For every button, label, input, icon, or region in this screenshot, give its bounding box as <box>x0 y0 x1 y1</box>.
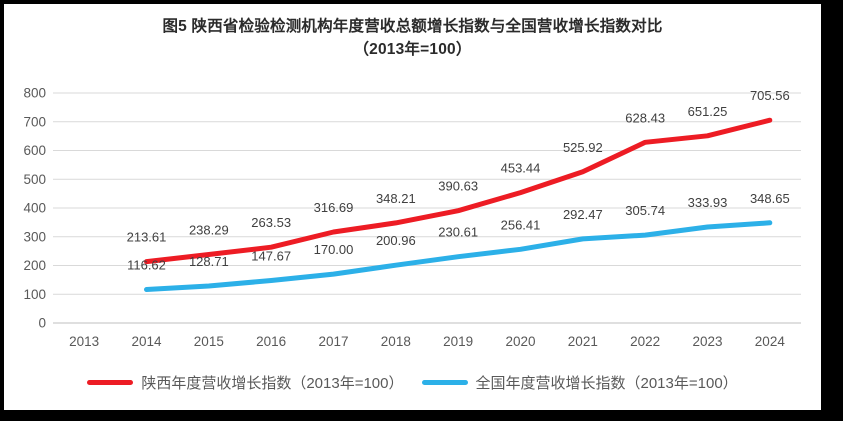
x-tick-label: 2016 <box>256 334 286 349</box>
data-label-national: 116.62 <box>127 257 166 272</box>
data-label-national: 230.61 <box>438 225 478 240</box>
x-tick-label: 2015 <box>194 334 224 349</box>
data-label-national: 292.47 <box>563 207 603 222</box>
x-tick-label: 2022 <box>630 334 660 349</box>
y-tick-label: 500 <box>23 172 46 187</box>
x-tick-label: 2019 <box>443 334 473 349</box>
data-label-national: 200.96 <box>376 233 416 248</box>
data-label-shaanxi: 238.29 <box>189 222 229 237</box>
data-label-shaanxi: 263.53 <box>251 215 291 230</box>
x-tick-label: 2020 <box>505 334 535 349</box>
legend-label-national: 全国年度营收增长指数（2013年=100） <box>475 374 738 392</box>
legend-label-shaanxi: 陕西年度营收增长指数（2013年=100） <box>141 374 404 392</box>
y-tick-label: 800 <box>23 86 46 101</box>
data-label-shaanxi: 705.56 <box>750 88 790 103</box>
line-chart: 0 100 200 300 400 500 600 700 800 2013 2014 2015 201… <box>23 86 801 349</box>
data-label-national: 333.93 <box>688 195 728 210</box>
data-label-shaanxi: 213.61 <box>127 230 167 245</box>
y-tick-label: 0 <box>38 316 46 331</box>
x-tick-label: 2014 <box>131 334 162 349</box>
x-tick-label: 2024 <box>755 334 786 349</box>
legend-item-shaanxi: 陕西年度营收增长指数（2013年=100） <box>87 372 404 393</box>
legend-line-swatch-national <box>421 379 468 385</box>
data-label-national: 348.65 <box>750 191 790 206</box>
y-tick-label: 700 <box>23 114 46 129</box>
data-label-national: 305.74 <box>625 203 665 218</box>
legend-line-swatch-shaanxi <box>87 379 134 385</box>
y-tick-label: 600 <box>23 143 46 158</box>
series-line-national <box>144 220 773 292</box>
series-line-shaanxi <box>144 117 773 265</box>
y-tick-label: 100 <box>23 287 46 302</box>
chart-title: 图5 陕西省检验检测机构年度营收总额增长指数与全国营收增长指数对比 （2013年… <box>4 15 821 61</box>
data-label-shaanxi: 390.63 <box>438 179 478 194</box>
y-tick-label: 200 <box>23 258 46 273</box>
data-label-national: 147.67 <box>251 249 291 264</box>
chart-legend: 陕西年度营收增长指数（2013年=100） 全国年度营收增长指数（2013年=10… <box>4 370 821 394</box>
chart-title-line2: （2013年=100） <box>353 41 472 58</box>
x-tick-label: 2018 <box>381 334 411 349</box>
x-tick-label: 2017 <box>318 334 348 349</box>
y-tick-label: 300 <box>23 229 46 244</box>
data-label-national: 256.41 <box>501 217 541 232</box>
y-tick-label: 400 <box>23 201 46 216</box>
x-tick-label: 2021 <box>568 334 598 349</box>
data-label-national: 128.71 <box>189 254 229 269</box>
data-label-shaanxi: 651.25 <box>688 104 728 119</box>
x-tick-label: 2013 <box>69 334 99 349</box>
data-label-shaanxi: 525.92 <box>563 140 603 155</box>
data-label-shaanxi: 316.69 <box>314 200 354 215</box>
data-label-shaanxi: 453.44 <box>501 161 541 176</box>
data-label-shaanxi: 628.43 <box>625 110 665 125</box>
x-tick-label: 2023 <box>692 334 722 349</box>
chart-title-line1: 图5 陕西省检验检测机构年度营收总额增长指数与全国营收增长指数对比 <box>162 18 663 35</box>
data-label-shaanxi: 348.21 <box>376 191 416 206</box>
data-label-national: 170.00 <box>314 242 354 257</box>
legend-item-national: 全国年度营收增长指数（2013年=100） <box>421 372 738 393</box>
